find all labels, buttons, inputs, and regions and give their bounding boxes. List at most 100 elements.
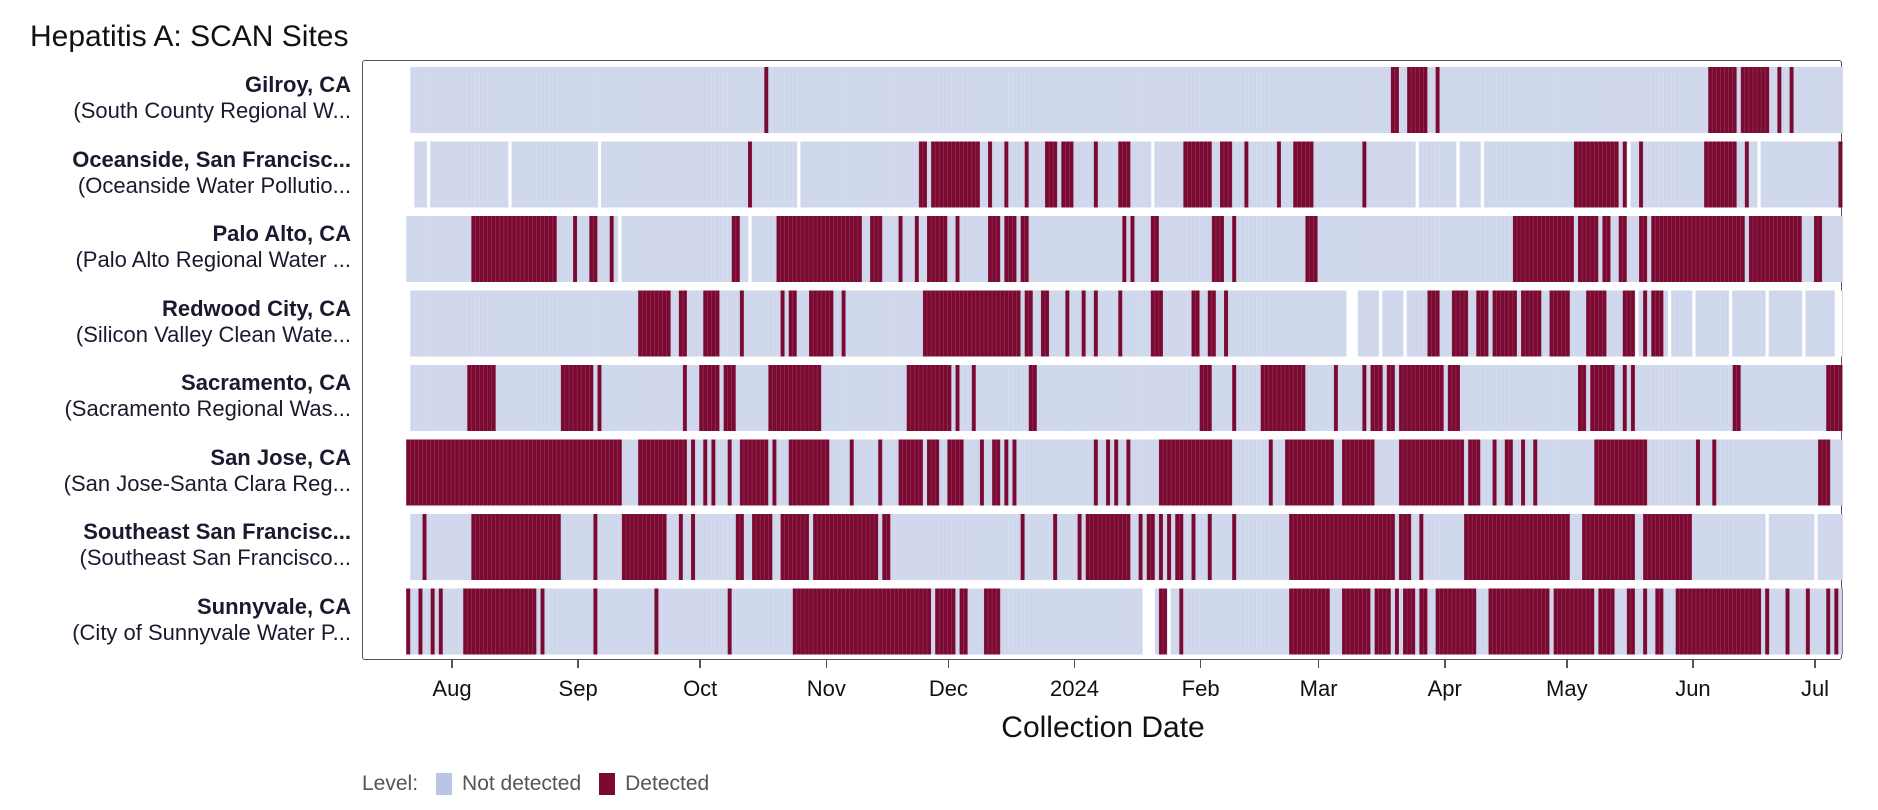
tile-grid-lines: [410, 439, 1843, 506]
site-plant: (City of Sunnyvale Water P...: [72, 619, 351, 645]
detected-tile: [1785, 588, 1790, 655]
detected-tile: [1260, 365, 1306, 431]
x-tick-mark: [577, 660, 579, 668]
detected-tile: [1040, 290, 1050, 357]
detected-tile: [931, 141, 980, 208]
detected-tile: [573, 216, 578, 282]
site-plant: (Oceanside Water Pollutio...: [77, 172, 351, 198]
detected-tile: [1598, 588, 1615, 655]
detected-tile: [1386, 365, 1395, 431]
detected-tile: [1622, 365, 1627, 431]
x-tick-mark: [1199, 660, 1202, 668]
detected-tile: [1207, 514, 1212, 580]
detected-tile: [772, 439, 777, 506]
detected-tile: [1842, 588, 1843, 655]
x-tick-mark: [947, 660, 950, 668]
detected-tile: [1398, 439, 1465, 506]
site-name: Oceanside, San Francisc...: [72, 146, 351, 172]
missing-sample-gap: [1151, 141, 1155, 208]
detected-tile: [430, 588, 435, 655]
detected-tile: [682, 365, 687, 431]
tile-texture: [418, 141, 1843, 208]
detected-tile: [1130, 216, 1135, 282]
detected-tile: [914, 216, 919, 282]
missing-sample-gap: [1692, 290, 1696, 357]
detected-tile: [898, 216, 903, 282]
detected-tile: [1704, 141, 1737, 208]
detected-tile: [788, 290, 797, 357]
detected-tile: [418, 588, 423, 655]
detected-tile: [1024, 290, 1033, 357]
detected-tile: [809, 290, 834, 357]
detected-tile: [1158, 439, 1233, 506]
x-tick-label: 2024: [1050, 676, 1099, 701]
detected-tile: [1118, 141, 1131, 208]
detected-tile: [926, 216, 948, 282]
tile-grid-lines: [414, 514, 1843, 580]
detected-tile: [1199, 365, 1212, 431]
detected-tile: [1362, 141, 1367, 208]
x-tick-mark: [1814, 660, 1816, 668]
missing-sample-gap: [1635, 290, 1639, 357]
x-tick-label: Jul: [1800, 676, 1830, 701]
detected-tile: [1390, 67, 1399, 133]
x-tick-label: Mar: [1299, 676, 1338, 701]
detected-tile: [1219, 141, 1233, 208]
detected-tile: [1838, 141, 1843, 208]
detected-tile: [1093, 439, 1098, 506]
missing-sample-gap: [1834, 290, 1842, 357]
detected-tile: [1618, 216, 1627, 282]
detected-tile: [1826, 588, 1831, 655]
detected-tile: [1630, 365, 1635, 431]
detected-tile: [1492, 290, 1517, 357]
detected-tile: [1789, 67, 1794, 133]
detected-tile: [654, 588, 659, 655]
detected-tile: [935, 588, 956, 655]
detected-tile: [609, 216, 614, 282]
not-detected-tile: [410, 67, 1843, 133]
x-tick-label: Feb: [1181, 676, 1220, 701]
detected-tile: [1126, 439, 1131, 506]
detected-tile: [1748, 216, 1802, 282]
detected-tile: [1004, 439, 1009, 506]
detected-tile: [463, 588, 537, 655]
detected-tile: [678, 290, 687, 357]
x-tick-mark: [699, 660, 701, 668]
detected-tile: [1020, 216, 1029, 282]
detected-tile: [1342, 588, 1371, 655]
x-axis-title: Collection Date: [1001, 711, 1205, 744]
detected-tile: [780, 514, 810, 580]
detected-tile: [1708, 67, 1737, 133]
detected-tile: [1590, 365, 1615, 431]
detected-tile: [1065, 290, 1070, 357]
detected-tile: [723, 365, 736, 431]
detected-tile: [1586, 290, 1607, 357]
detected-tile: [1732, 365, 1741, 431]
detected-tile: [1451, 290, 1469, 357]
legend-label-detected: Detected: [625, 772, 710, 795]
detected-tile: [1622, 141, 1627, 208]
site-plant: (South County Regional W...: [73, 98, 351, 123]
heatmap-row: [410, 67, 1843, 133]
detected-tile: [1435, 67, 1440, 133]
detected-tile: [1268, 439, 1273, 506]
detected-tile: [1651, 216, 1745, 282]
detected-tile: [1655, 588, 1664, 655]
site-plant: (Palo Alto Regional Water ...: [75, 247, 351, 272]
detected-tile: [926, 439, 940, 506]
x-tick-label: Sep: [558, 676, 598, 701]
missing-sample-gap: [1667, 290, 1672, 357]
detected-tile: [1476, 290, 1489, 357]
detected-tile: [711, 439, 716, 506]
detected-tile: [1643, 514, 1692, 580]
missing-sample-gap: [1627, 141, 1631, 208]
detected-tile: [1150, 290, 1163, 357]
detected-tile: [471, 216, 557, 282]
detected-tile: [1012, 439, 1017, 506]
detected-tile: [988, 216, 1001, 282]
detected-tile: [1374, 588, 1391, 655]
detected-tile: [813, 514, 879, 580]
y-axis-label: Palo Alto, CA (Palo Alto Regional Water .…: [11, 221, 351, 273]
detected-tile: [1004, 216, 1017, 282]
detected-tile: [1276, 141, 1281, 208]
